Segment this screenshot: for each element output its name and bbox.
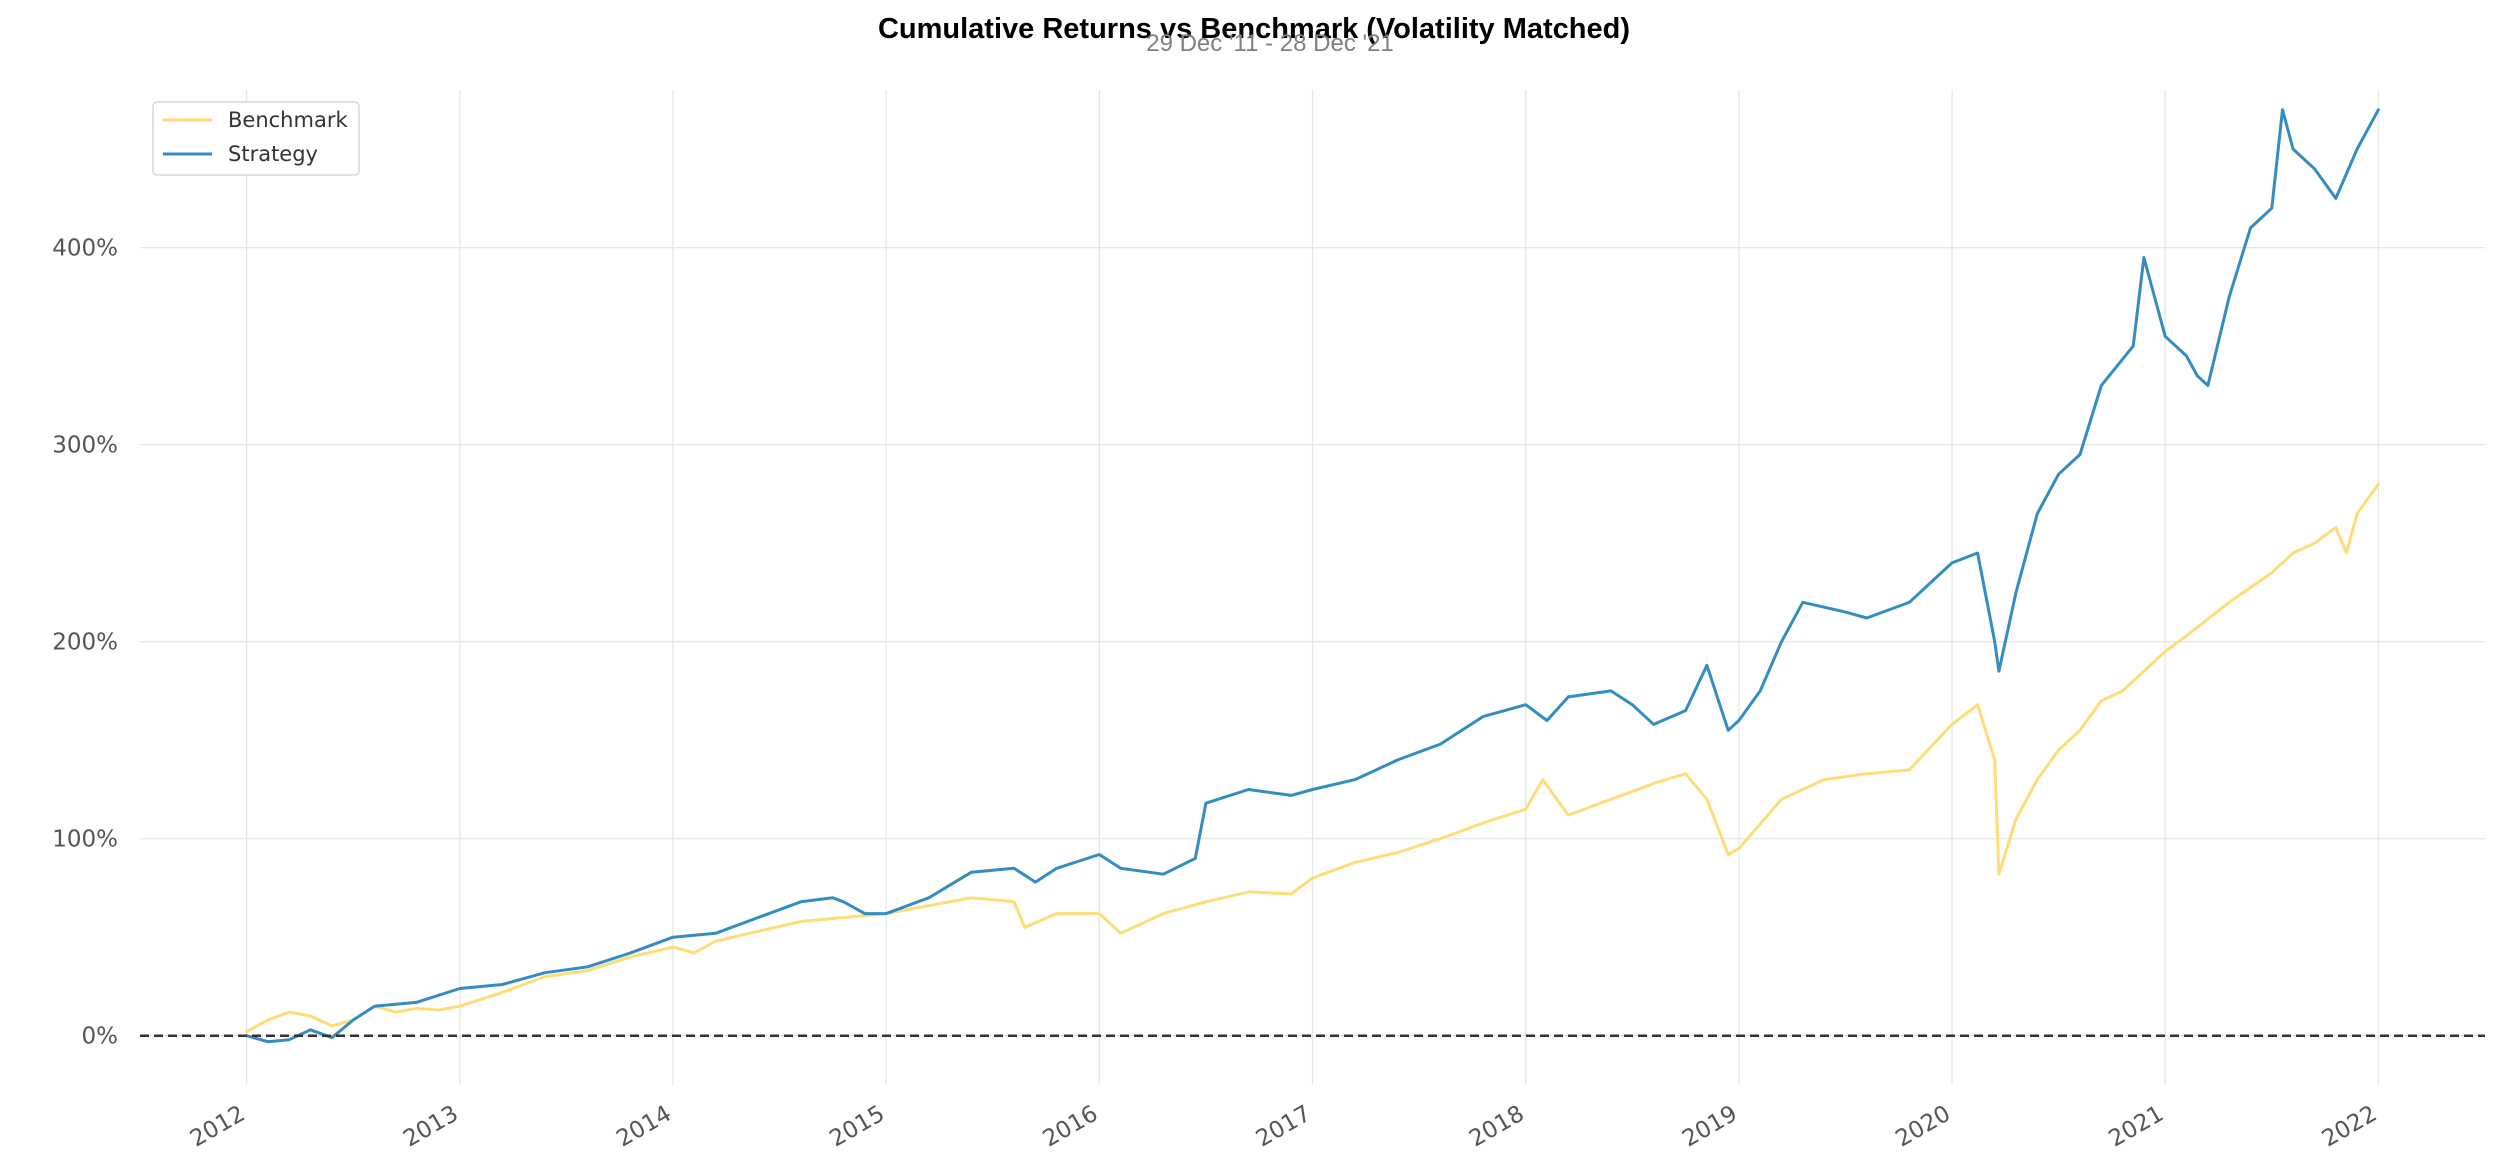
y-tick-label-100pct: 100% (52, 827, 118, 853)
y-tick-label-300pct: 300% (52, 433, 118, 459)
series-line-strategy (245, 108, 2380, 1044)
series-line-benchmark (245, 482, 2380, 1034)
legend-label-benchmark: Benchmark (228, 108, 348, 132)
grid (140, 90, 2485, 1085)
series-lines (245, 108, 2380, 1044)
y-tick-label-400pct: 400% (52, 236, 118, 262)
y-tick-label-0pct: 0% (82, 1024, 119, 1050)
y-axis-ticks: 0% 100% 200% 300% 400% (52, 236, 118, 1050)
y-tick-label-200pct: 200% (52, 630, 118, 656)
chart-title: Cumulative Returns vs Benchmark (Volatil… (878, 13, 1630, 45)
chart-subtitle: 29 Dec '11 - 28 Dec '21 (1146, 30, 1394, 57)
legend-label-strategy: Strategy (228, 142, 318, 166)
legend: Benchmark Strategy (152, 101, 360, 176)
